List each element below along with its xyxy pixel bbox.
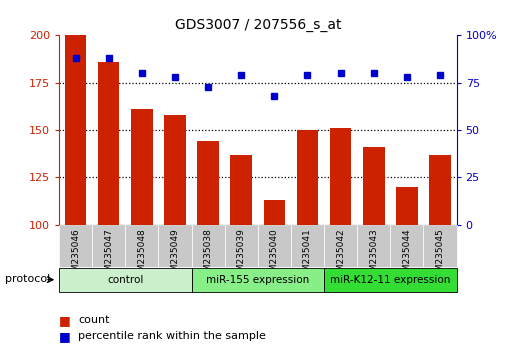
Bar — [125, 225, 159, 267]
Text: miR-155 expression: miR-155 expression — [206, 275, 309, 285]
Text: GSM235043: GSM235043 — [369, 228, 378, 283]
Bar — [330, 128, 351, 225]
Text: GSM235040: GSM235040 — [270, 228, 279, 283]
Bar — [264, 200, 285, 225]
Text: GSM235047: GSM235047 — [104, 228, 113, 283]
Bar — [191, 268, 324, 292]
Bar — [429, 155, 451, 225]
Text: GSM235044: GSM235044 — [402, 228, 411, 283]
Text: control: control — [107, 275, 144, 285]
Bar — [423, 225, 457, 267]
Bar — [191, 225, 225, 267]
Bar — [198, 142, 219, 225]
Text: GSM235046: GSM235046 — [71, 228, 80, 283]
Bar — [324, 268, 457, 292]
Text: GSM235048: GSM235048 — [137, 228, 146, 283]
Text: GSM235049: GSM235049 — [170, 228, 180, 283]
Text: miR-K12-11 expression: miR-K12-11 expression — [330, 275, 450, 285]
Bar — [225, 225, 258, 267]
Bar — [59, 268, 191, 292]
Text: percentile rank within the sample: percentile rank within the sample — [78, 331, 266, 341]
Bar — [164, 115, 186, 225]
Bar — [357, 225, 390, 267]
Text: ■: ■ — [59, 314, 71, 327]
Bar — [390, 225, 423, 267]
Text: ■: ■ — [59, 330, 71, 343]
Bar — [324, 225, 357, 267]
Title: GDS3007 / 207556_s_at: GDS3007 / 207556_s_at — [174, 18, 341, 32]
Bar — [396, 187, 418, 225]
Text: GSM235039: GSM235039 — [236, 228, 246, 283]
Bar — [98, 62, 120, 225]
Text: GSM235038: GSM235038 — [204, 228, 212, 283]
Bar — [131, 109, 152, 225]
Bar — [65, 35, 86, 225]
Bar — [291, 225, 324, 267]
Text: GSM235045: GSM235045 — [436, 228, 444, 283]
Text: GSM235041: GSM235041 — [303, 228, 312, 283]
Bar — [159, 225, 191, 267]
Bar — [59, 225, 92, 267]
Bar — [230, 155, 252, 225]
Text: count: count — [78, 315, 110, 325]
Bar — [297, 130, 318, 225]
Bar — [92, 225, 125, 267]
Text: GSM235042: GSM235042 — [336, 228, 345, 283]
Text: protocol: protocol — [5, 274, 50, 284]
Bar — [363, 147, 385, 225]
Bar — [258, 225, 291, 267]
